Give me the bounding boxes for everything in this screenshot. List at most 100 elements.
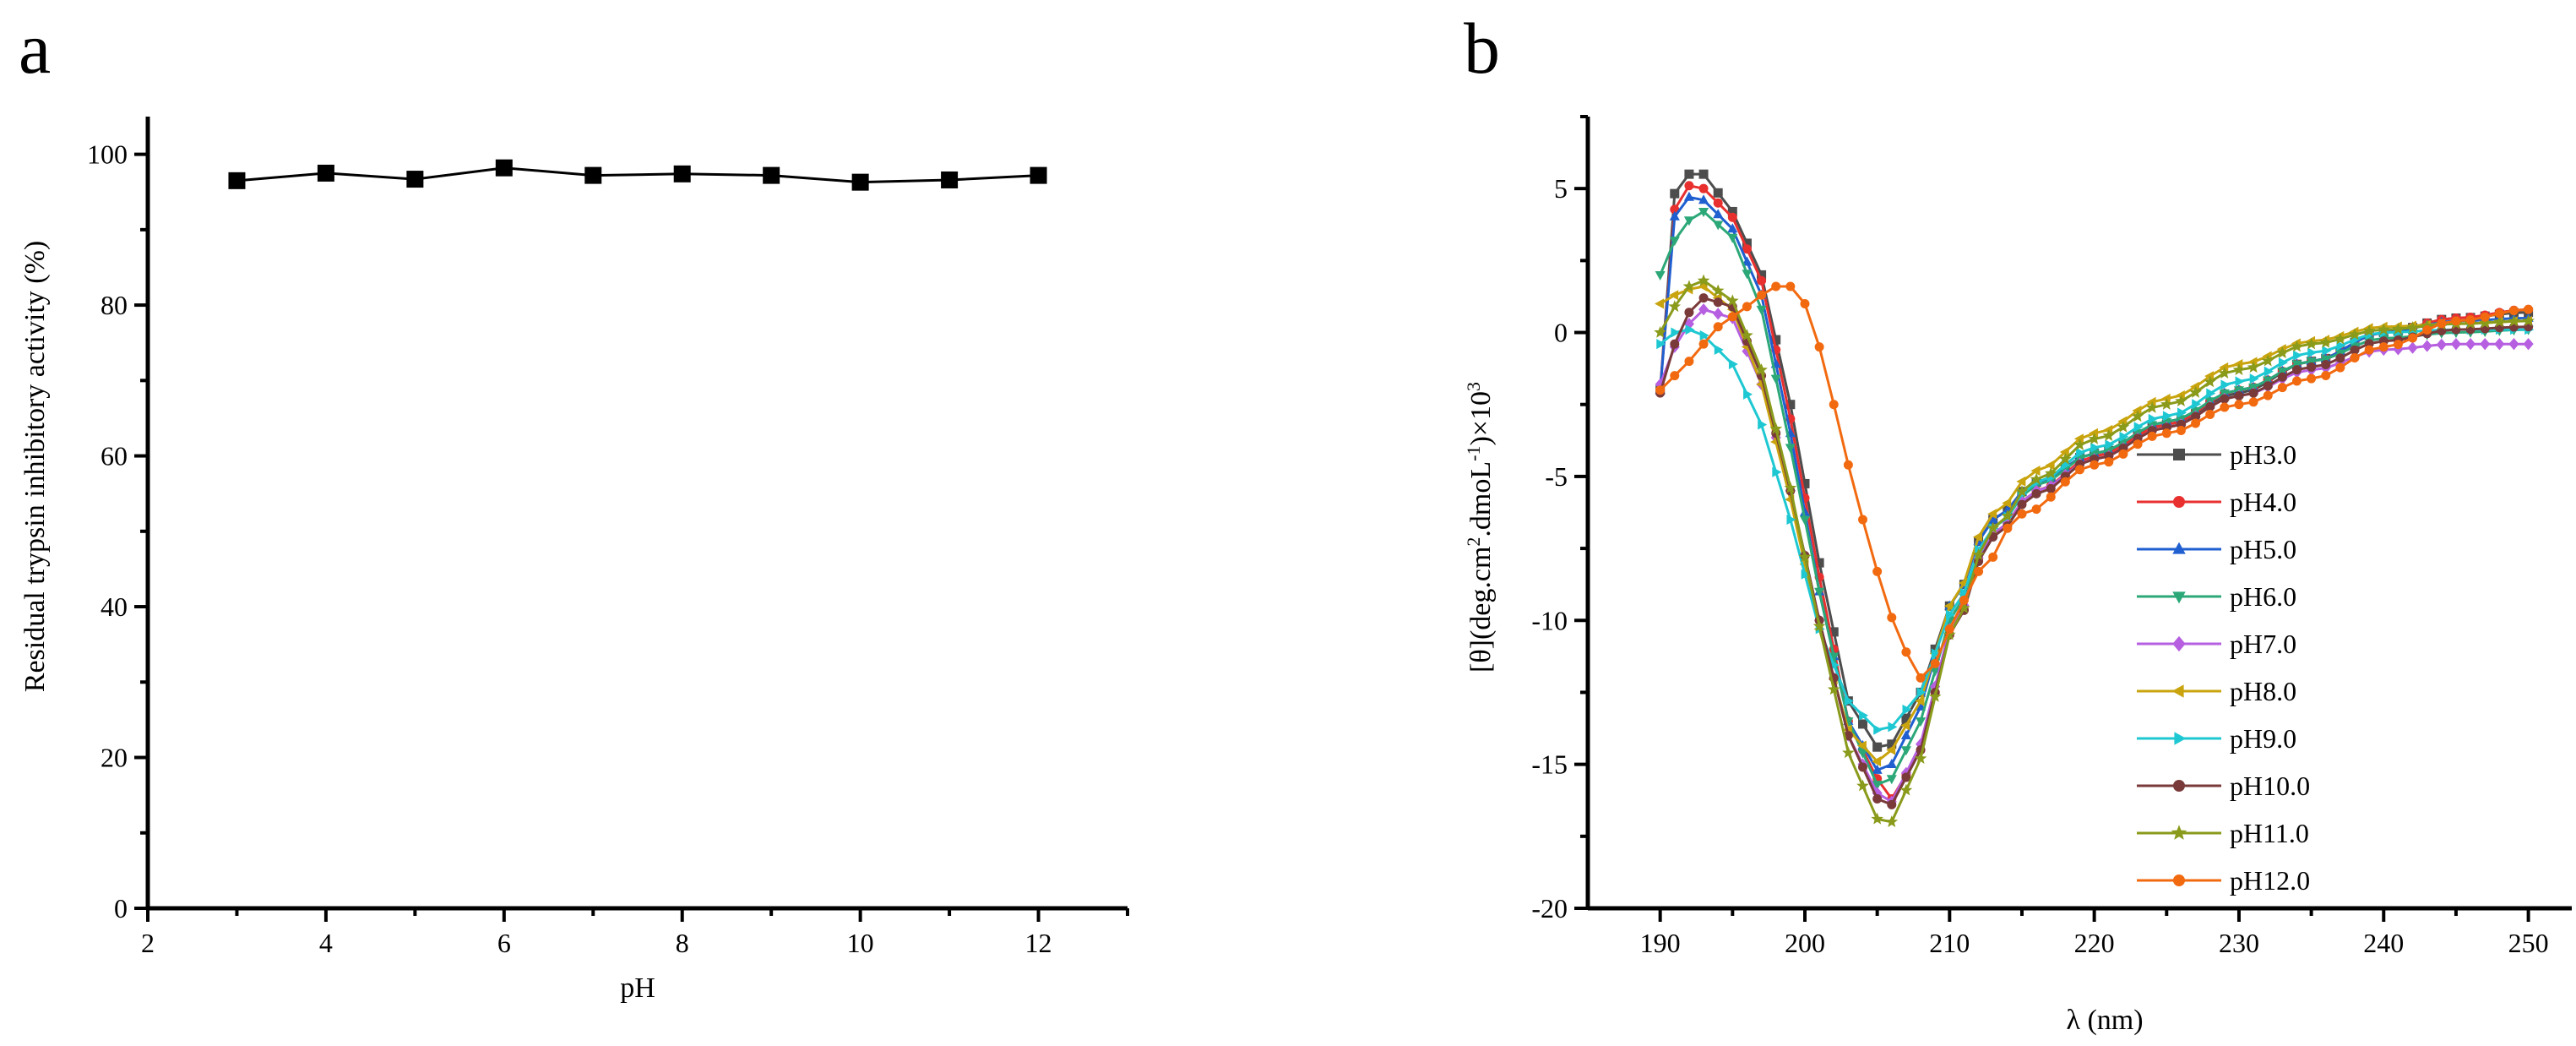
panel-b-data-point bbox=[1858, 719, 1868, 729]
panel-b-ylabel-mid: .dmoL bbox=[1465, 461, 1497, 537]
panel-b-data-point bbox=[2175, 390, 2185, 401]
panel-b-data-point bbox=[2117, 420, 2130, 433]
panel-a-y-tick-label: 60 bbox=[101, 441, 128, 471]
panel-b-data-point bbox=[1757, 270, 1767, 280]
panel-b-data-point bbox=[1858, 762, 1868, 772]
panel-b-data-point bbox=[1887, 613, 1897, 623]
panel-b-data-point bbox=[1699, 330, 1709, 341]
panel-b-data-point bbox=[1901, 772, 1911, 782]
panel-b-data-point bbox=[2493, 315, 2506, 328]
panel-b-data-point bbox=[1741, 329, 1753, 341]
panel-b-legend: pH3.0 pH4.0 pH5.0 pH6.0 pH7.0 pH8.0 pH9.0 pH10.… bbox=[2137, 439, 2310, 896]
panel-b-data-point bbox=[2104, 457, 2114, 467]
panel-b-data-point bbox=[1873, 724, 1883, 735]
panel-b-data-point bbox=[2046, 483, 2056, 493]
panel-b-data-point bbox=[1930, 644, 1940, 654]
panel-b-data-point bbox=[1713, 188, 1723, 198]
panel-b-data-point bbox=[2076, 447, 2086, 458]
panel-b-data-point bbox=[2364, 345, 2374, 355]
panel-a-data-point bbox=[851, 173, 869, 191]
panel-a-data-point bbox=[584, 166, 602, 184]
panel-a-x-axis-title: pH bbox=[620, 972, 655, 1004]
panel-b-data-point bbox=[1987, 514, 1998, 524]
panel-a-series-line bbox=[236, 166, 1039, 184]
panel-b-series-line bbox=[1659, 279, 2529, 824]
panel-b-data-point bbox=[2407, 341, 2418, 354]
panel-b-data-point bbox=[1799, 515, 1811, 526]
panel-b-data-point bbox=[1769, 422, 1783, 434]
panel-b-data-point bbox=[2307, 362, 2317, 372]
panel-b-data-point bbox=[2075, 465, 2084, 475]
panel-b-data-point bbox=[1757, 275, 1767, 286]
panel-a-x-tick-label: 6 bbox=[497, 928, 511, 958]
panel-b-data-point bbox=[1714, 344, 1724, 356]
panel-b-data-point bbox=[2218, 367, 2231, 379]
panel-b-data-point bbox=[2334, 332, 2347, 345]
panel-b-data-point bbox=[1770, 374, 1781, 384]
panel-b-data-point bbox=[2090, 442, 2100, 453]
panel-b-data-point bbox=[1727, 312, 1737, 322]
panel-a-x-tick-label: 4 bbox=[319, 928, 333, 958]
panel-b-data-point bbox=[1859, 710, 1869, 721]
panel-b-data-point bbox=[1943, 601, 1954, 612]
panel-b-data-point bbox=[2335, 362, 2345, 373]
panel-b-data-point bbox=[2031, 504, 2041, 515]
panel-b-data-point bbox=[1698, 194, 1709, 204]
panel-b-data-point bbox=[2189, 381, 2199, 392]
panel-b-data-point bbox=[1872, 781, 1883, 791]
panel-b-y-tick-label: -10 bbox=[1531, 605, 1568, 635]
panel-b-data-point bbox=[1771, 281, 1781, 291]
panel-b-data-point bbox=[2276, 346, 2289, 358]
panel-b-data-point bbox=[2261, 354, 2274, 367]
panel-b-data-point bbox=[1829, 400, 1839, 410]
panel-b-data-point bbox=[1801, 569, 1811, 580]
panel-b-data-point bbox=[1900, 746, 1911, 756]
panel-b-data-point bbox=[2090, 460, 2100, 470]
panel-b-data-point bbox=[2232, 363, 2246, 376]
panel-a-data-point bbox=[317, 164, 334, 182]
panel-b-data-point bbox=[1800, 478, 1810, 488]
panel-a-data-point bbox=[495, 159, 513, 177]
panel-b-x-tick-label: 240 bbox=[2363, 928, 2404, 958]
panel-b-data-point bbox=[2191, 418, 2201, 428]
panel-b-data-point bbox=[2306, 357, 2317, 368]
panel-b-data-point bbox=[1799, 506, 1811, 516]
panel-b-series-pH8.0 bbox=[1655, 281, 2533, 767]
panel-b-data-point bbox=[2465, 338, 2476, 351]
panel-b-data-point bbox=[1755, 363, 1768, 376]
legend-item: pH12.0 bbox=[2137, 865, 2310, 896]
panel-b-data-point bbox=[2393, 340, 2403, 350]
panel-b-series-line bbox=[1659, 297, 2529, 807]
panel-b-data-point bbox=[1786, 514, 1796, 526]
panel-b-data-point bbox=[1958, 602, 1970, 614]
legend-swatch-marker bbox=[2173, 874, 2185, 886]
panel-b-data-point bbox=[1886, 744, 1896, 755]
panel-a-data-point bbox=[406, 171, 424, 188]
panel-b-data-point bbox=[1785, 281, 1796, 291]
panel-b-x-tick-label: 230 bbox=[2219, 928, 2259, 958]
panel-b-data-point bbox=[2422, 325, 2432, 335]
chart-panel-a: a pH Residual trypsin inhibitory activit… bbox=[19, 8, 1129, 1004]
panel-b-data-point bbox=[2406, 321, 2419, 334]
panel-b-series-pH12.0 bbox=[1655, 281, 2534, 683]
panel-b-data-point bbox=[2073, 438, 2086, 450]
panel-b-data-point bbox=[1655, 271, 1666, 281]
panel-b-data-point bbox=[1698, 183, 1709, 193]
panel-b-data-point bbox=[2350, 353, 2360, 363]
panel-a-y-tick-label: 0 bbox=[114, 893, 128, 923]
panel-b-data-point bbox=[2291, 360, 2302, 370]
panel-b-data-point bbox=[1698, 169, 1709, 179]
panel-b-x-axis-title: λ (nm) bbox=[2066, 1005, 2143, 1036]
panel-b-data-point bbox=[2234, 391, 2244, 401]
panel-b-data-point bbox=[1887, 799, 1897, 809]
panel-b-data-point bbox=[2146, 396, 2156, 407]
panel-b-data-point bbox=[2206, 388, 2216, 399]
panel-b-data-point bbox=[1698, 293, 1709, 303]
panel-b-data-point bbox=[2059, 446, 2069, 457]
panel-b-data-point bbox=[1742, 270, 1753, 280]
panel-b-data-point bbox=[2350, 345, 2360, 355]
legend-item: pH8.0 bbox=[2137, 676, 2296, 706]
panel-b-y-tick-label: -5 bbox=[1545, 461, 1568, 492]
panel-b-data-point bbox=[1697, 274, 1710, 286]
panel-b-data-point bbox=[2307, 373, 2317, 384]
